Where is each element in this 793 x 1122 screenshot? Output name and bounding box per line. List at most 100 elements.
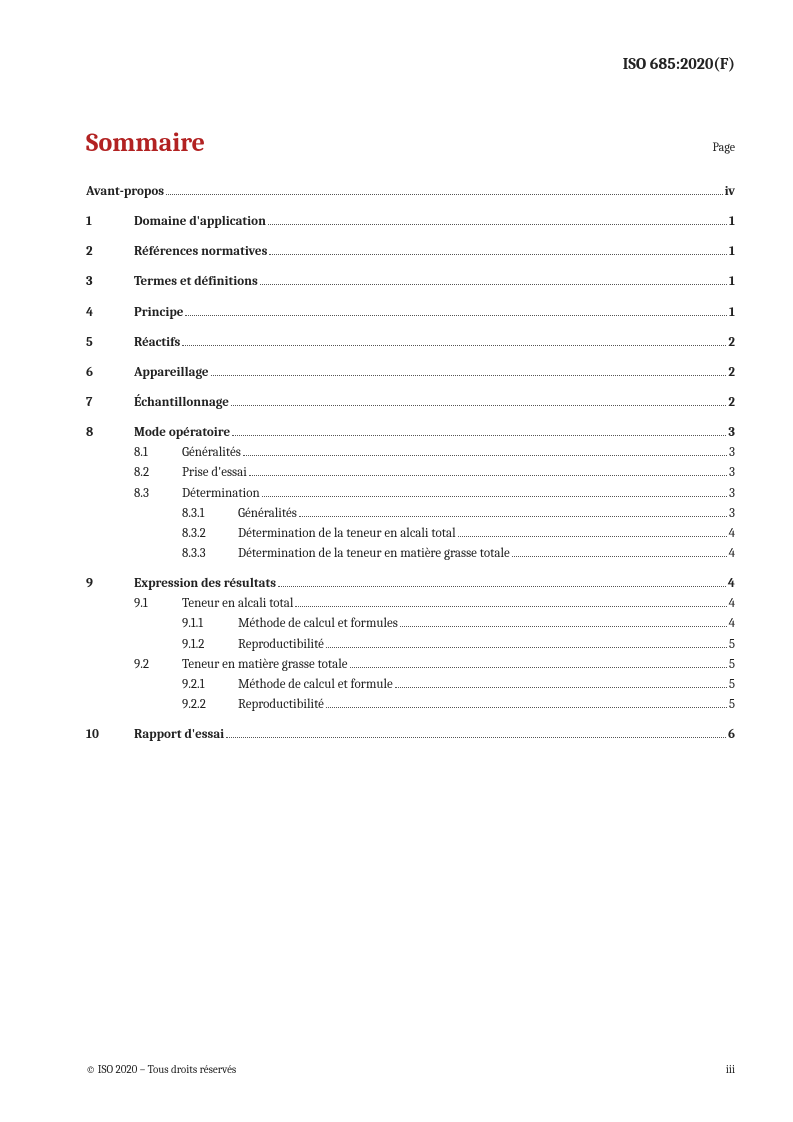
toc-leader-dots [278,586,726,587]
toc-entry: 8Mode opératoire 3 [86,423,735,443]
toc-leader-dots [299,516,727,517]
toc-entry-number: 9.1.2 [182,635,238,655]
toc-leader-dots [249,475,727,476]
toc-entry-number: 8 [86,423,134,443]
table-of-contents: Avant-proposiv1Domaine d'application12Ré… [86,182,735,745]
footer-copyright: © ISO 2020 – Tous droits réservés [86,1063,236,1076]
toc-entry-label: Avant-propos [86,182,164,202]
toc-entry: 7Échantillonnage2 [86,393,735,413]
toc-entry-number: 8.3.1 [182,504,238,524]
toc-entry-number: 2 [86,242,134,262]
toc-entry-number: 6 [86,363,134,383]
toc-entry-number: 8.3.3 [182,544,238,564]
toc-entry-label: Rapport d'essai [134,725,224,745]
toc-entry: 10Rapport d'essai6 [86,725,735,745]
toc-entry-page: 3 [729,443,735,463]
toc-entry: 2Références normatives 1 [86,242,735,262]
toc-entry: 6Appareillage2 [86,363,735,383]
toc-entry-number: 1 [86,212,134,232]
toc-entry-page: 1 [729,242,735,262]
toc-entry-label: Généralités [182,443,241,463]
toc-entry: 8.2Prise d'essai3 [86,463,735,483]
toc-entry: 8.3.2Détermination de la teneur en alcal… [86,524,735,544]
toc-entry-page: 5 [729,695,735,715]
toc-entry-number: 9.1 [134,594,182,614]
toc-entry: 9.1.1Méthode de calcul et formules4 [86,614,735,634]
toc-leader-dots [326,707,727,708]
toc-entry-number: 9.2 [134,655,182,675]
toc-leader-dots [166,194,723,195]
toc-entry: 3Termes et définitions1 [86,272,735,292]
toc-entry-page: 3 [729,484,735,504]
toc-entry-page: 3 [728,423,735,443]
toc-entry-label: Détermination de la teneur en alcali tot… [238,524,456,544]
toc-group: 2Références normatives 1 [86,242,735,262]
toc-entry-page: 4 [729,614,735,634]
toc-entry-number: 9 [86,574,134,594]
toc-group: 4Principe1 [86,303,735,323]
toc-entry-label: Méthode de calcul et formule [238,675,393,695]
toc-entry-label: Références normatives [134,242,267,262]
toc-leader-dots [268,224,727,225]
toc-entry-page: 1 [729,212,735,232]
toc-group: 1Domaine d'application1 [86,212,735,232]
toc-entry-page: 5 [729,635,735,655]
title-row: Sommaire Page [86,128,735,158]
toc-entry-label: Expression des résultats [134,574,276,594]
toc-entry-label: Teneur en alcali total [182,594,293,614]
toc-leader-dots [260,284,727,285]
toc-entry-number: 9.2.1 [182,675,238,695]
toc-entry-label: Méthode de calcul et formules [238,614,398,634]
toc-entry-number: 7 [86,393,134,413]
toc-entry-label: Détermination [182,484,260,504]
toc-leader-dots [226,737,726,738]
toc-entry-label: Généralités [238,504,297,524]
toc-group: 9Expression des résultats49.1Teneur en a… [86,574,735,715]
toc-group: 7Échantillonnage2 [86,393,735,413]
toc-group: 10Rapport d'essai6 [86,725,735,745]
toc-entry-number: 8.1 [134,443,182,463]
page: ISO 685:2020(F) Sommaire Page Avant-prop… [0,0,793,1122]
toc-entry-page: iv [725,182,735,202]
toc-entry-label: Mode opératoire [134,423,230,443]
toc-entry: 9.2.1Méthode de calcul et formule 5 [86,675,735,695]
toc-entry: 8.1Généralités 3 [86,443,735,463]
toc-entry-page: 4 [729,524,735,544]
toc-group: 8Mode opératoire38.1Généralités38.2Prise… [86,423,735,564]
toc-leader-dots [243,455,727,456]
toc-entry: 4Principe1 [86,303,735,323]
toc-entry: 8.3.3Détermination de la teneur en matiè… [86,544,735,564]
toc-entry: 5Réactifs 2 [86,333,735,353]
toc-entry-page: 4 [728,574,735,594]
toc-leader-dots [262,496,727,497]
toc-entry-page: 3 [729,463,735,483]
toc-leader-dots [295,606,726,607]
toc-entry: 8.3Détermination 3 [86,484,735,504]
toc-entry-label: Reproductibilité [238,695,324,715]
toc-entry-page: 6 [728,725,735,745]
toc-entry-page: 5 [729,655,735,675]
toc-leader-dots [326,647,727,648]
toc-entry-label: Termes et définitions [134,272,258,292]
toc-entry-label: Reproductibilité [238,635,324,655]
toc-entry-label: Domaine d'application [134,212,266,232]
toc-entry: 9.2.2Reproductibilité5 [86,695,735,715]
toc-entry: 9Expression des résultats 4 [86,574,735,594]
toc-leader-dots [232,435,726,436]
toc-entry-page: 1 [729,303,735,323]
toc-entry-label: Principe [134,303,183,323]
toc-leader-dots [458,536,727,537]
toc-entry-number: 8.3 [134,484,182,504]
toc-leader-dots [182,345,726,346]
toc-entry: 9.1Teneur en alcali total4 [86,594,735,614]
toc-entry: 9.1.2Reproductibilité 5 [86,635,735,655]
toc-entry-page: 2 [728,393,735,413]
toc-group: 3Termes et définitions1 [86,272,735,292]
toc-leader-dots [211,375,727,376]
toc-entry-page: 2 [728,333,735,353]
toc-entry-label: Réactifs [134,333,180,353]
toc-entry-number: 5 [86,333,134,353]
toc-entry-page: 3 [729,504,735,524]
toc-leader-dots [231,405,726,406]
toc-entry-page: 5 [729,675,735,695]
